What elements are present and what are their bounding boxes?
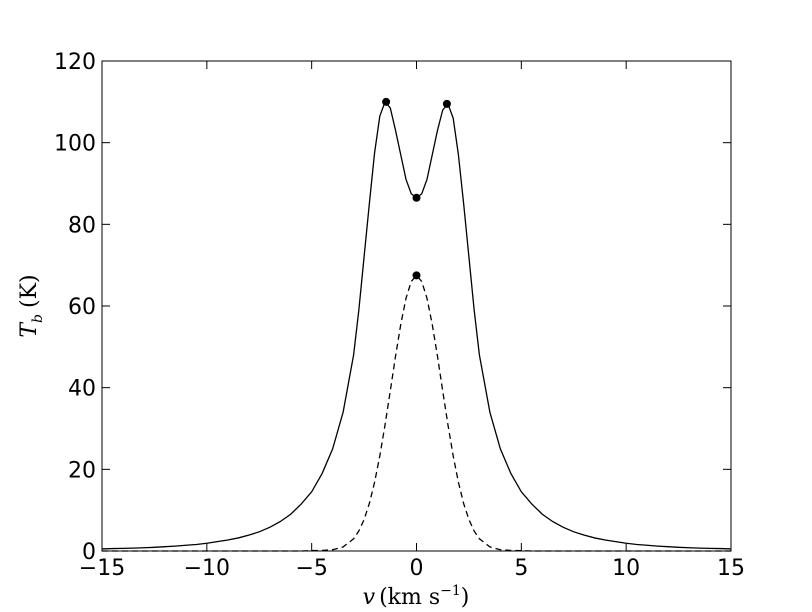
y-tick-label: 80 xyxy=(68,213,96,238)
x-label-unit-close: ) xyxy=(461,585,470,610)
x-label-unit: (km s xyxy=(379,585,440,610)
y-tick-label: 60 xyxy=(68,295,96,320)
x-axis-label: v (km s−1) xyxy=(363,583,470,610)
x-tick-label: −10 xyxy=(184,556,230,581)
x-label-symbol: v xyxy=(363,585,376,610)
x-tick-label: 15 xyxy=(717,556,745,581)
y-label-unit: (K) xyxy=(17,274,42,308)
x-tick-label: 0 xyxy=(410,556,424,581)
x-tick-label: 5 xyxy=(514,556,528,581)
y-tick-label: 100 xyxy=(54,132,96,157)
x-tick-label: 10 xyxy=(612,556,640,581)
y-label-subscript: b xyxy=(30,314,46,323)
x-tick-label: −5 xyxy=(295,556,327,581)
y-tick-label: 20 xyxy=(68,458,96,483)
marker-point xyxy=(442,99,451,108)
y-tick-label: 0 xyxy=(82,540,96,565)
marker-point xyxy=(412,193,421,202)
y-tick-label: 120 xyxy=(54,50,96,75)
x-label-exponent: −1 xyxy=(440,583,461,599)
marker-point xyxy=(382,97,391,106)
y-tick-label: 40 xyxy=(68,377,96,402)
marker-point xyxy=(412,271,421,280)
plot-frame xyxy=(101,60,732,552)
x-tick-label: −15 xyxy=(79,556,125,581)
y-label-symbol: T xyxy=(17,321,42,338)
y-axis-label: Tb (K) xyxy=(17,274,46,337)
line-series xyxy=(102,274,731,552)
